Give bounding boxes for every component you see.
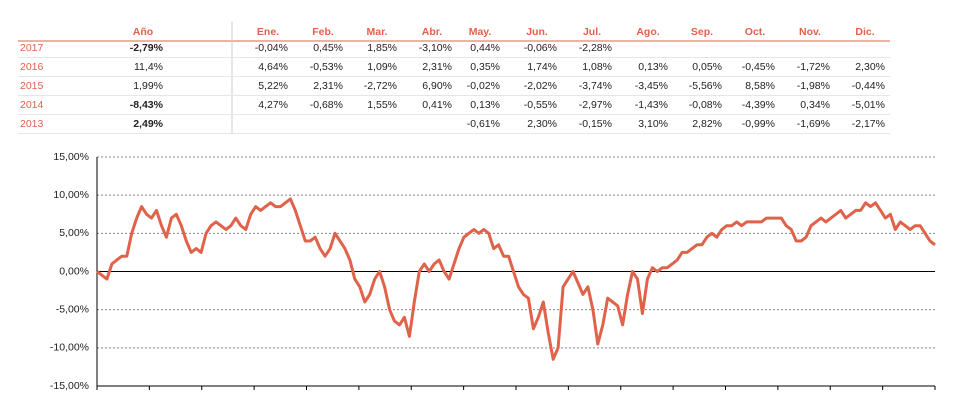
table-cell: -8,43% — [130, 99, 164, 111]
y-tick-label: -10,00% — [50, 342, 89, 354]
table-cell: -2,02% — [524, 80, 557, 92]
y-tick-label: 15,00% — [53, 151, 89, 163]
y-tick-label: -15,00% — [50, 380, 89, 392]
table-cell: 1,08% — [582, 61, 612, 73]
column-header: Sep. — [691, 26, 713, 38]
table-cell: 2,30% — [527, 118, 557, 130]
table-cell: 3,10% — [638, 118, 668, 130]
column-header: Abr. — [422, 26, 443, 38]
table-cell: 6,90% — [422, 80, 452, 92]
table-cell: -2,97% — [579, 99, 612, 111]
column-header: Jul. — [583, 26, 601, 38]
column-header: Nov. — [799, 26, 821, 38]
table-cell: -0,44% — [852, 80, 885, 92]
column-header: Año — [133, 26, 153, 38]
table-cell: -0,99% — [742, 118, 775, 130]
row-year: 2015 — [20, 80, 44, 92]
table-cell: -1,72% — [797, 61, 830, 73]
column-header: May. — [469, 26, 492, 38]
table-cell: 1,74% — [527, 61, 557, 73]
row-year: 2013 — [20, 118, 44, 130]
table-cell: 0,13% — [638, 61, 668, 73]
table-cell: -1,98% — [797, 80, 830, 92]
y-tick-label: 10,00% — [53, 189, 89, 201]
table-cell: -0,55% — [524, 99, 557, 111]
table-cell: 0,13% — [470, 99, 500, 111]
column-header: Ene. — [257, 26, 279, 38]
y-tick-label: 5,00% — [59, 227, 89, 239]
table-cell: -2,79% — [130, 42, 164, 54]
table-cell: -0,53% — [310, 61, 343, 73]
table-cell: 4,64% — [258, 61, 288, 73]
column-header: Feb. — [312, 26, 334, 38]
table-cell: -4,39% — [742, 99, 775, 111]
table-cell: 0,44% — [470, 42, 500, 54]
table-cell: -0,02% — [467, 80, 500, 92]
table-cell: -0,45% — [742, 61, 775, 73]
table-cell: -1,43% — [635, 99, 668, 111]
table-cell: 2,82% — [692, 118, 722, 130]
table-cell: 8,58% — [745, 80, 775, 92]
table-cell: 0,35% — [470, 61, 500, 73]
table-cell: 1,99% — [133, 80, 163, 92]
column-header: Jun. — [526, 26, 548, 38]
table-cell: -0,06% — [524, 42, 557, 54]
table-cell: 1,55% — [367, 99, 397, 111]
column-header: Mar. — [366, 26, 387, 38]
table-cell: 2,31% — [313, 80, 343, 92]
table-cell: 1,09% — [367, 61, 397, 73]
column-header: Dic. — [855, 26, 874, 38]
table-cell: 2,49% — [133, 118, 163, 130]
table-cell: -5,56% — [689, 80, 722, 92]
y-tick-label: 0,00% — [59, 265, 89, 277]
table-cell: -5,01% — [852, 99, 885, 111]
table-cell: -1,69% — [797, 118, 830, 130]
table-cell: -2,17% — [852, 118, 885, 130]
column-header: Ago. — [636, 26, 659, 38]
table-cell: 1,85% — [367, 42, 397, 54]
table-cell: -3,45% — [635, 80, 668, 92]
table-cell: -0,04% — [255, 42, 288, 54]
table-cell: 0,41% — [422, 99, 452, 111]
table-cell: 5,22% — [258, 80, 288, 92]
table-cell: -3,10% — [419, 42, 452, 54]
table-cell: -0,61% — [467, 118, 500, 130]
row-year: 2014 — [20, 99, 44, 111]
table-cell: 2,30% — [855, 61, 885, 73]
table-cell: -2,28% — [579, 42, 612, 54]
table-cell: -0,68% — [310, 99, 343, 111]
table-cell: 11,4% — [134, 61, 163, 73]
series-line — [96, 197, 936, 361]
y-tick-label: -5,00% — [56, 303, 89, 315]
table-cell: 0,34% — [800, 99, 830, 111]
table-cell: 2,31% — [422, 61, 452, 73]
table-cell: -2,72% — [364, 80, 397, 92]
table-cell: 0,45% — [313, 42, 343, 54]
table-cell: -0,08% — [689, 99, 722, 111]
column-header: Oct. — [745, 26, 766, 38]
table-cell: -0,15% — [579, 118, 612, 130]
table-cell: 0,05% — [692, 61, 722, 73]
row-year: 2016 — [20, 61, 44, 73]
row-year: 2017 — [20, 42, 44, 54]
table-cell: 4,27% — [258, 99, 288, 111]
table-cell: -3,74% — [579, 80, 612, 92]
